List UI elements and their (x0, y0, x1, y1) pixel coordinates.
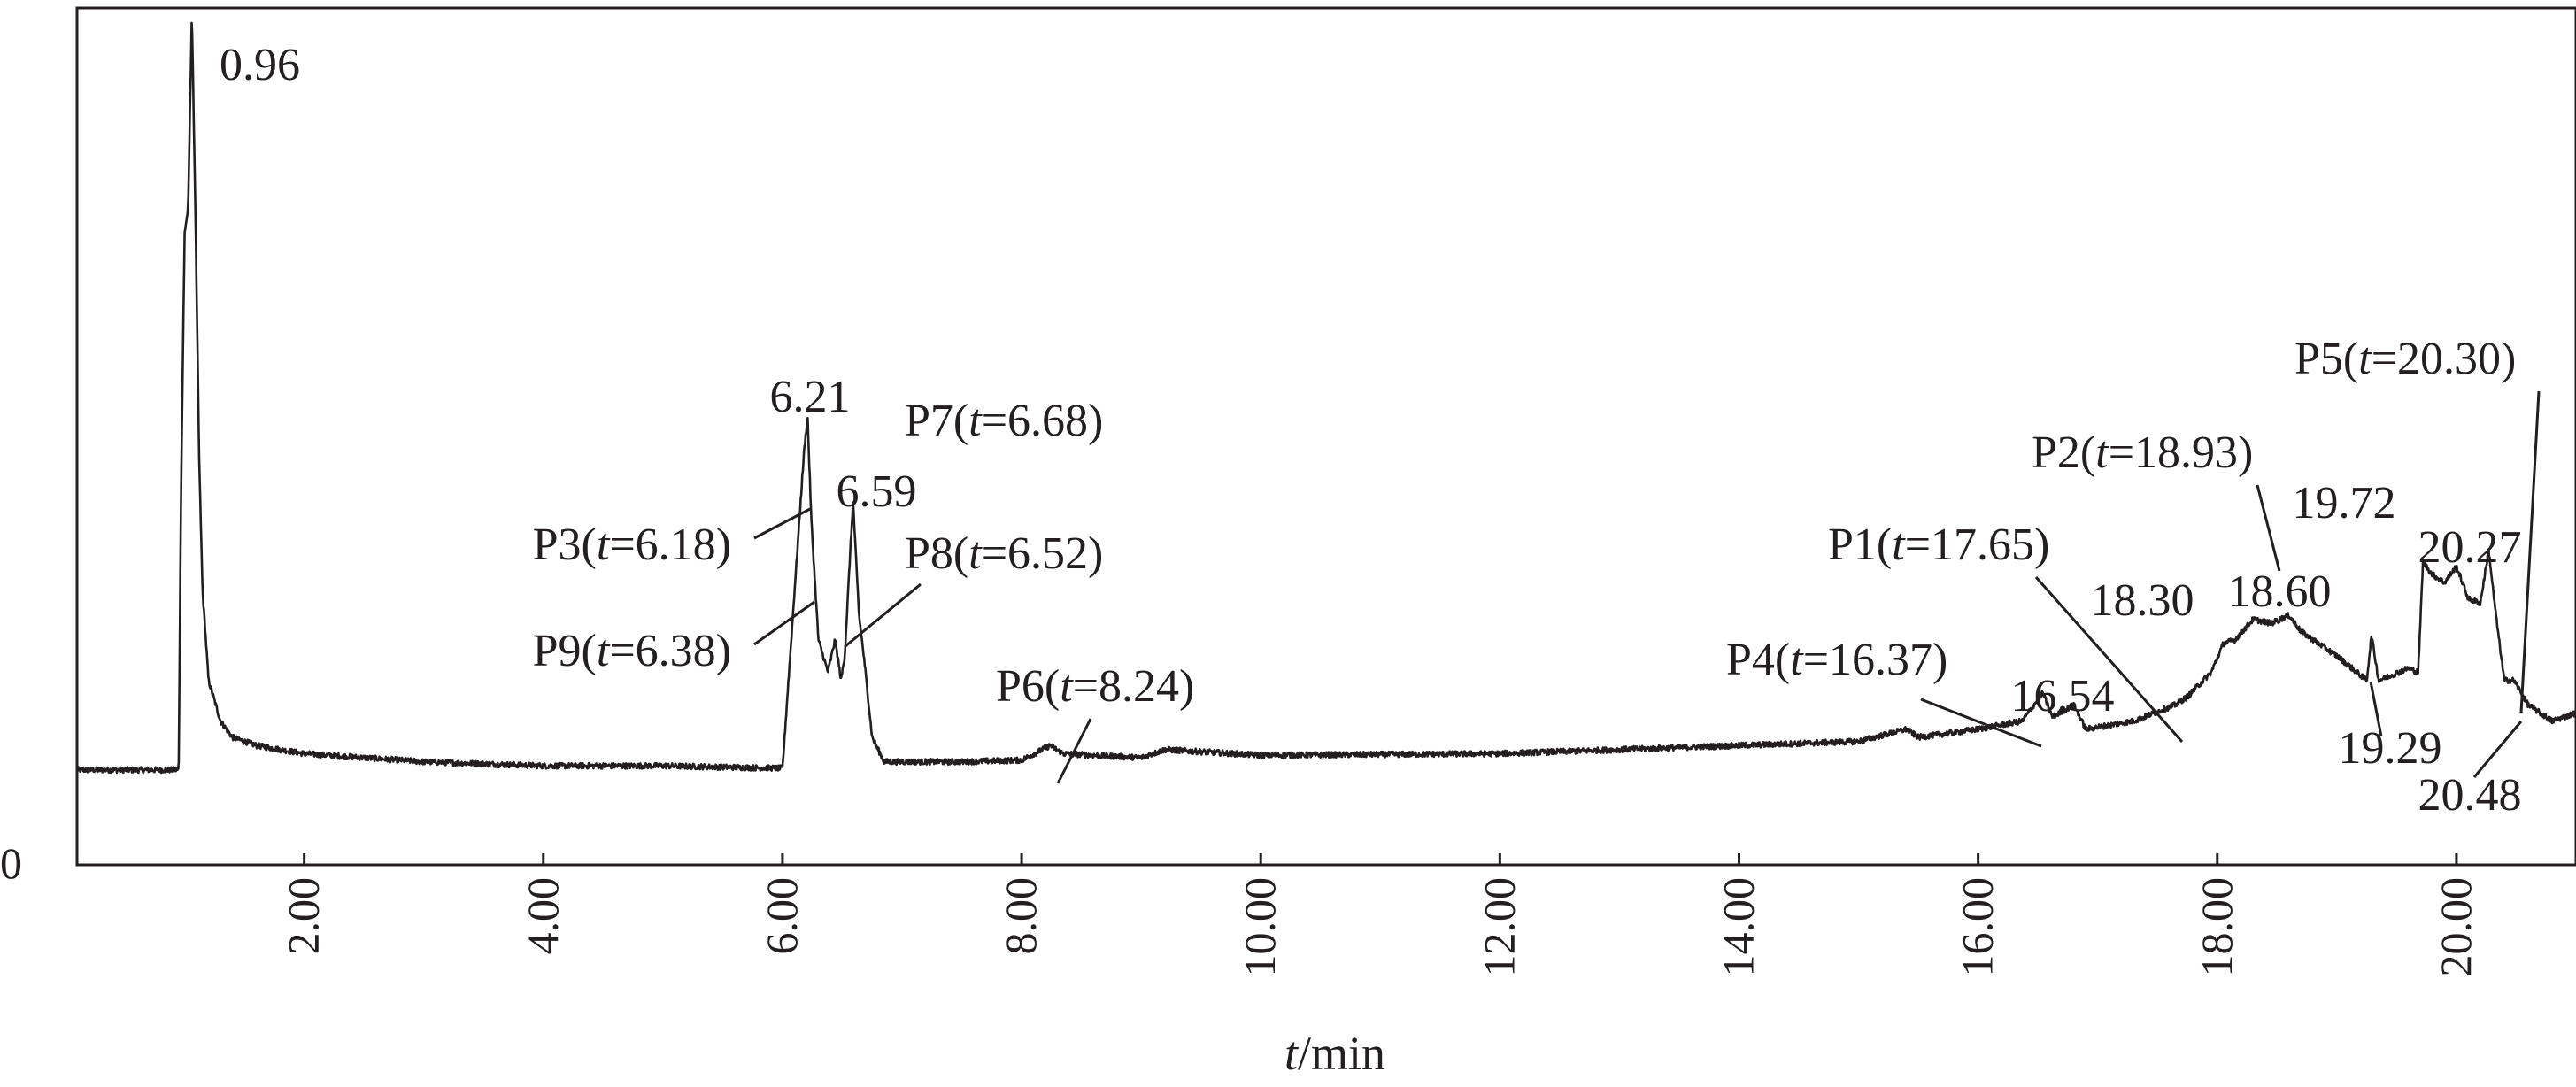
annotation-p1: P1(t=17.65) (1828, 520, 2049, 570)
annotation-p5: P5(t=20.30) (2294, 334, 2516, 384)
annotation-leader-p4 (1920, 698, 2042, 748)
x-axis-label: t/min (1284, 1027, 1385, 1080)
annotation-leader-p3 (753, 507, 811, 540)
peak-label-6: 19.72 (2293, 478, 2396, 528)
x-tick-label-5: 12.00 (1474, 877, 1523, 977)
peak-labels: 0.96 6.21 6.59 16.54 18.30 18.60 19.72 20.27 19.… (220, 40, 2522, 821)
annotation-leader-p1 (2034, 576, 2184, 743)
x-tick-label-0: 2.00 (279, 877, 328, 955)
x-axis-ticks: 2.00 4.00 6.00 8.00 10.00 12.00 14.00 16.00 18.0… (279, 853, 2480, 977)
peak-label-1: 6.21 (770, 372, 851, 422)
annotation-leader-p5 (2519, 390, 2541, 713)
peak-label-5: 18.60 (2228, 567, 2332, 617)
peak-label-0: 0.96 (220, 40, 300, 90)
x-tick-label-6: 14.00 (1713, 877, 1762, 977)
peak-leader-0 (2369, 681, 2383, 737)
annotation-p6: P6(t=8.24) (996, 661, 1194, 712)
plot-area-frame (75, 6, 2576, 867)
x-tick-label-4: 10.00 (1235, 877, 1284, 977)
annotation-p4: P4(t=16.37) (1726, 635, 1947, 685)
x-tick-label-7: 16.00 (1953, 877, 2002, 977)
annotation-leader-p9 (753, 600, 815, 646)
x-tick-label-9: 20.00 (2431, 877, 2480, 977)
peak-leader-1 (2472, 721, 2523, 778)
annotation-leader-p6 (1056, 718, 1092, 784)
x-tick-label-2: 6.00 (757, 877, 806, 955)
y-origin-label: 0 (0, 838, 22, 888)
peak-label-9: 20.48 (2418, 770, 2522, 821)
chromatogram-series (75, 21, 2576, 775)
annotation-p2: P2(t=18.93) (2032, 428, 2253, 478)
x-tick-label-3: 8.00 (996, 877, 1045, 955)
peak-label-2: 6.59 (837, 466, 917, 517)
annotation-p3: P3(t=6.18) (533, 520, 731, 570)
peak-label-7: 20.27 (2418, 522, 2522, 573)
annotation-p7: P7(t=6.68) (905, 396, 1103, 446)
annotation-p8: P8(t=6.52) (905, 528, 1103, 579)
peak-annotations: P3(t=6.18) P9(t=6.38) P7(t=6.68) P8(t=6.52)… (533, 334, 2517, 712)
peak-label-8: 19.29 (2339, 723, 2442, 774)
annotation-leader-p8 (845, 582, 922, 648)
annotation-leader-p2 (2256, 484, 2281, 572)
annotation-leader-lines (753, 390, 2541, 784)
x-axis-unit: /min (1298, 1027, 1385, 1080)
x-axis-variable: t (1284, 1027, 1300, 1080)
chromatogram-trace (75, 21, 2576, 775)
annotation-p9: P9(t=6.38) (533, 626, 731, 676)
x-tick-label-1: 4.00 (518, 877, 567, 955)
x-tick-label-8: 18.00 (2192, 877, 2241, 977)
peak-label-4: 18.30 (2091, 575, 2194, 626)
peak-label-3: 16.54 (2011, 671, 2115, 721)
